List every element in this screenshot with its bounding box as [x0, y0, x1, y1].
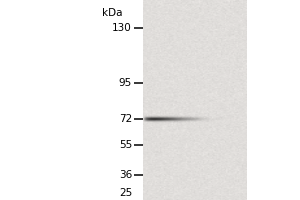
Text: 36: 36	[119, 170, 132, 180]
Text: kDa: kDa	[103, 8, 123, 18]
Text: 25: 25	[119, 188, 132, 198]
Text: 95: 95	[119, 78, 132, 88]
Text: 130: 130	[112, 23, 132, 33]
Text: 55: 55	[119, 140, 132, 150]
Text: 72: 72	[119, 114, 132, 124]
